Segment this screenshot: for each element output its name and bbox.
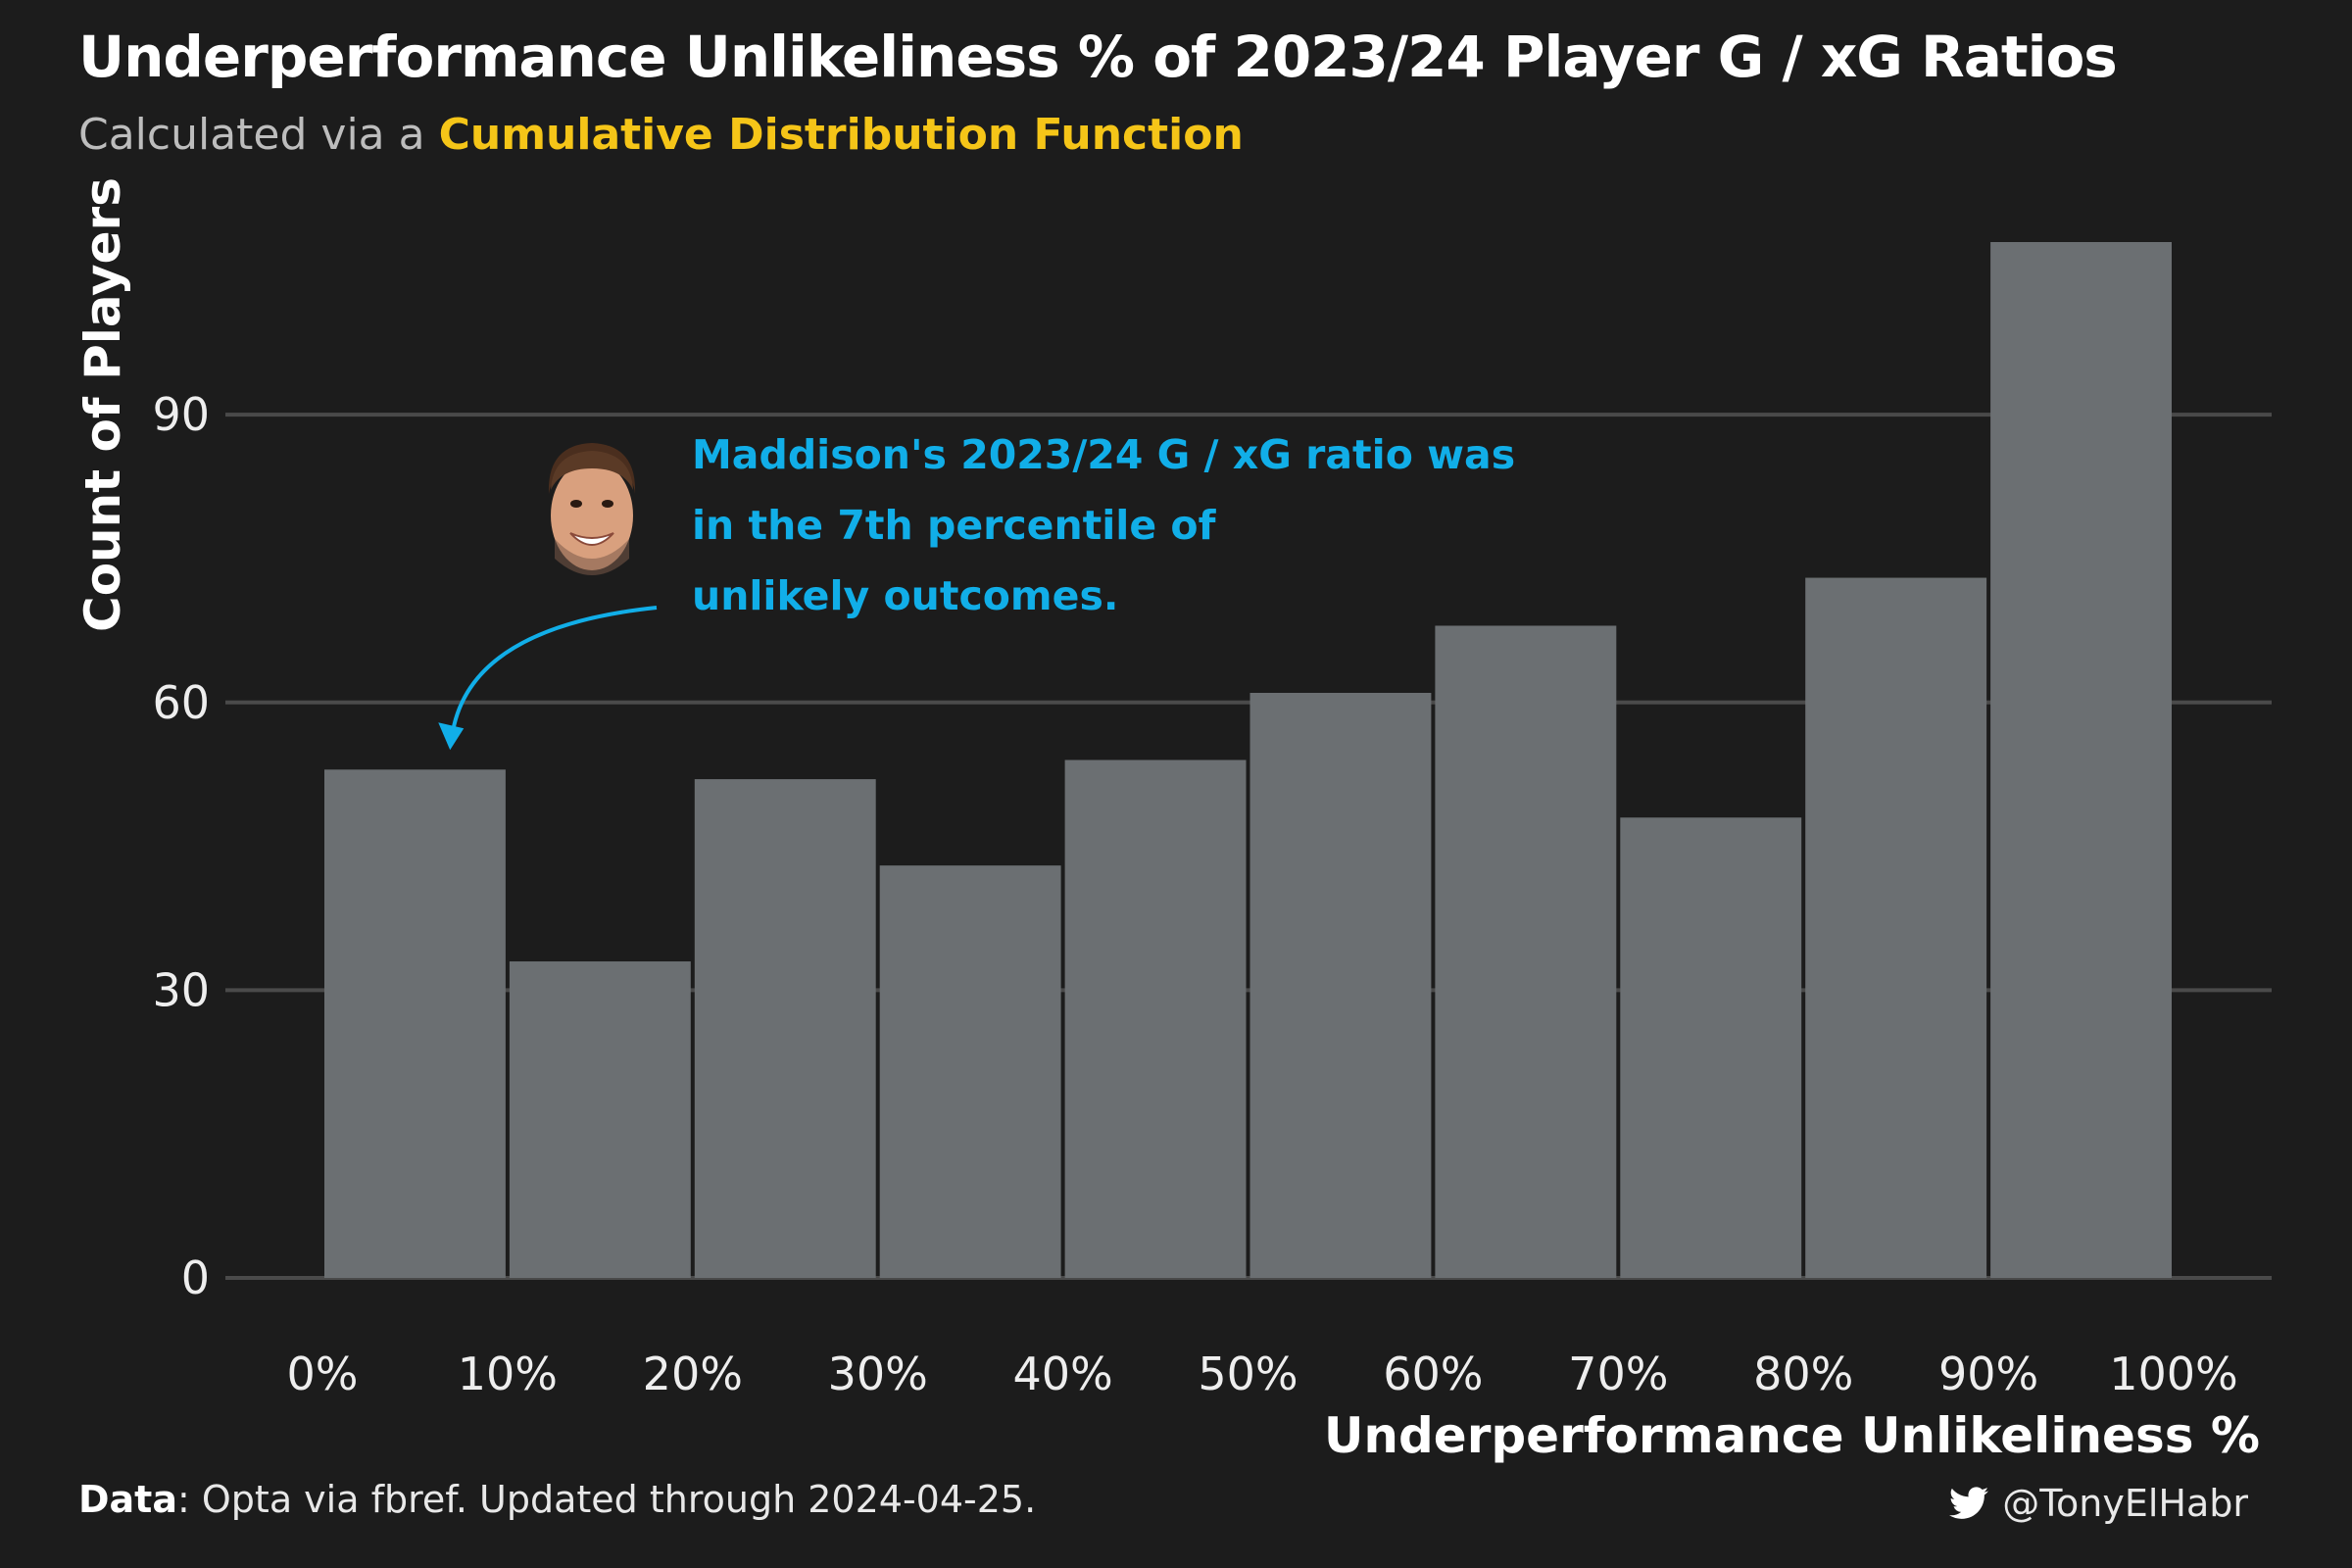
annotation-line: Maddison's 2023/24 G / xG ratio was xyxy=(692,431,1516,478)
subtitle-highlight: Cumulative Distribution Function xyxy=(438,110,1244,160)
x-tick-label: 40% xyxy=(1012,1348,1112,1400)
y-tick-label: 30 xyxy=(152,963,210,1016)
histogram-bar xyxy=(1805,577,1987,1278)
histogram-bar xyxy=(1990,242,2172,1278)
x-tick-label: 100% xyxy=(2109,1348,2238,1400)
x-tick-label: 90% xyxy=(1938,1348,2038,1400)
histogram-bar xyxy=(694,779,876,1278)
player-headshot-image xyxy=(548,443,636,575)
y-tick-label: 60 xyxy=(152,676,210,729)
y-tick-label: 90 xyxy=(152,388,210,441)
histogram-bar xyxy=(324,769,506,1278)
histogram-bar xyxy=(1250,692,1432,1278)
data-source-caption: Data: Opta via fbref. Updated through 20… xyxy=(78,1478,1036,1521)
x-tick-label: 0% xyxy=(287,1348,359,1400)
annotation-arrow xyxy=(450,606,658,737)
x-tick-label: 80% xyxy=(1753,1348,1853,1400)
chart-title: Underperformance Unlikeliness % of 2023/… xyxy=(78,24,2118,90)
x-tick-labels: 0% 10% 20% 30% 40% 50% 60% 70% 80% 90% 100% xyxy=(287,1348,2238,1400)
data-source-text: : Opta via fbref. Updated through 2024-0… xyxy=(177,1478,1037,1521)
histogram-bar xyxy=(509,961,691,1278)
annotation-text: Maddison's 2023/24 G / xG ratio was in t… xyxy=(692,419,1515,631)
author-handle-text: @TonyElHabr xyxy=(2002,1482,2248,1525)
bars xyxy=(324,242,2172,1278)
x-tick-label: 50% xyxy=(1198,1348,1298,1400)
annotation-line: in the 7th percentile of xyxy=(692,502,1216,549)
annotation-arrowhead xyxy=(438,722,465,751)
y-axis-title: Count of Players xyxy=(74,177,131,632)
x-tick-label: 20% xyxy=(643,1348,743,1400)
histogram-bar xyxy=(879,865,1061,1278)
y-tick-label: 0 xyxy=(181,1251,210,1304)
histogram-bar xyxy=(1620,817,1802,1278)
y-tick-labels: 0 30 60 90 xyxy=(152,388,210,1304)
twitter-bird-icon xyxy=(1949,1487,1989,1519)
x-tick-label: 10% xyxy=(458,1348,558,1400)
x-axis-title: Underperformance Unlikeliness % xyxy=(1324,1407,2260,1464)
chart-subtitle: Calculated via a Cumulative Distribution… xyxy=(78,110,1244,160)
annotation-line: unlikely outcomes. xyxy=(692,572,1119,619)
author-handle: @TonyElHabr xyxy=(1949,1482,2248,1525)
x-tick-label: 30% xyxy=(828,1348,928,1400)
subtitle-prefix: Calculated via a xyxy=(78,110,439,160)
histogram-bar xyxy=(1435,625,1617,1278)
x-tick-label: 60% xyxy=(1383,1348,1483,1400)
histogram-bar xyxy=(1064,760,1247,1278)
x-tick-label: 70% xyxy=(1568,1348,1668,1400)
data-source-label: Data xyxy=(78,1478,177,1521)
